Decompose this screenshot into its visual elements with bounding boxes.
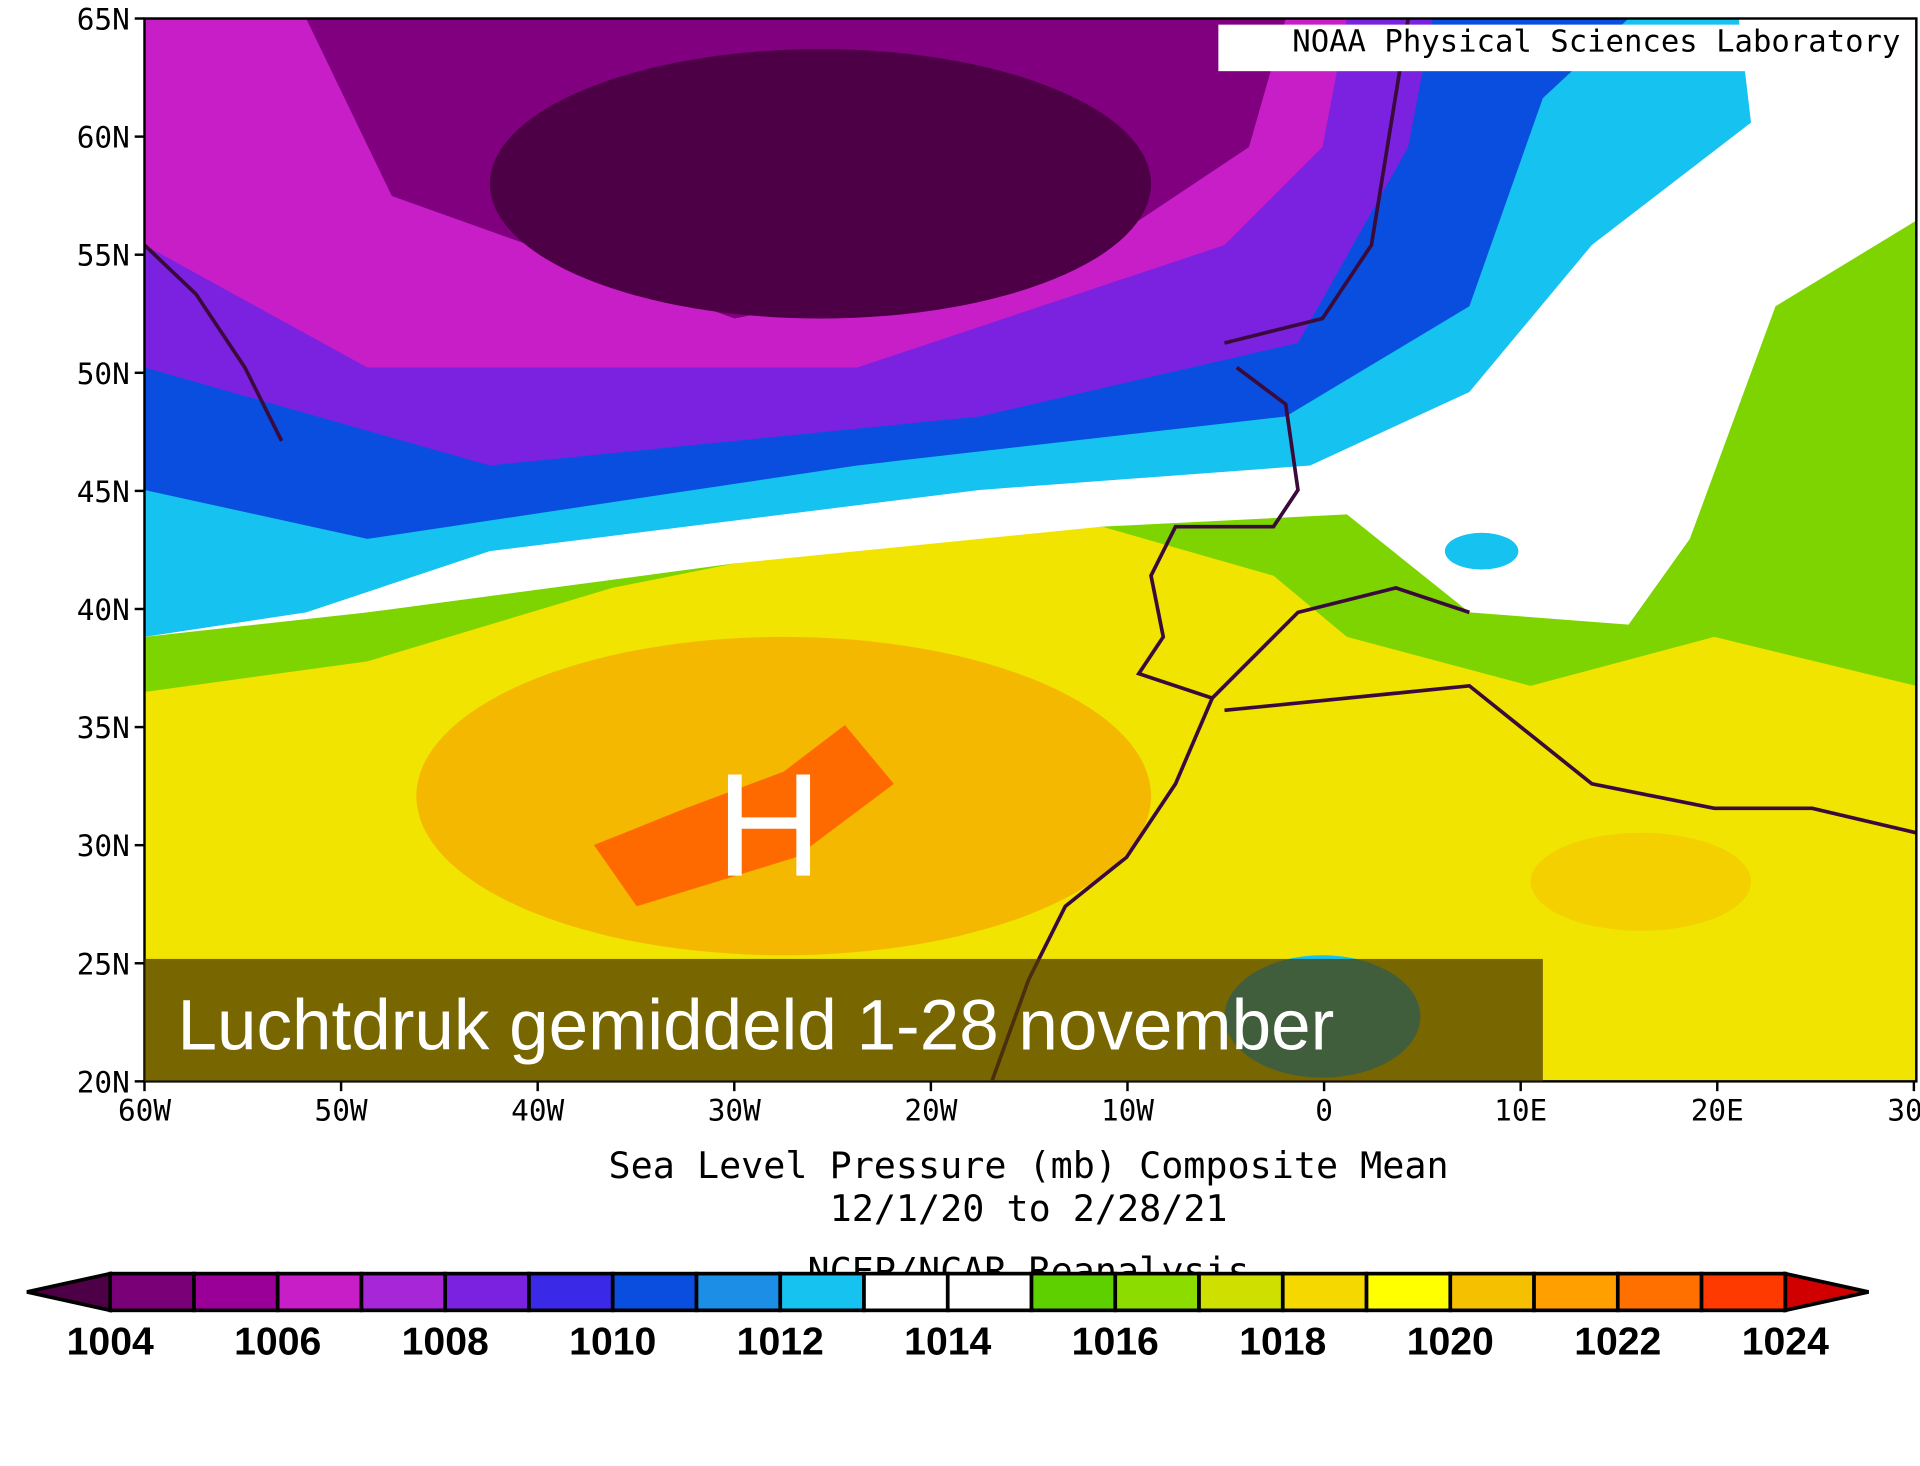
colorbar-swatch (192, 1271, 280, 1313)
colorbar-label: 1022 (1574, 1320, 1661, 1363)
colorbar-label: 1008 (402, 1320, 489, 1363)
colorbar-swatch (527, 1271, 615, 1313)
colorbar-swatch (1197, 1271, 1285, 1313)
colorbar-swatch (1029, 1271, 1118, 1313)
lat-label: 30N (77, 829, 130, 863)
overlay-band (144, 958, 1543, 1082)
lat-label: 55N (77, 239, 130, 273)
colorbar-swatch (1699, 1271, 1788, 1313)
caption-line: Sea Level Pressure (mb) Composite Mean (609, 1144, 1449, 1187)
colorbar-swatch (1448, 1271, 1536, 1313)
colorbar-swatch (610, 1271, 699, 1313)
lat-label: 25N (77, 947, 130, 981)
colorbar-end (1783, 1271, 1869, 1313)
colorbar-swatch (945, 1271, 1034, 1313)
colorbar-swatch (443, 1271, 531, 1313)
colorbar-label: 1024 (1742, 1320, 1829, 1363)
colorbar-label: 1012 (737, 1320, 824, 1363)
colorbar-swatch (1113, 1271, 1201, 1313)
overlay-title: Luchtdruk gemiddeld 1-28 november (178, 987, 1335, 1066)
colorbar-label: 1004 (67, 1320, 154, 1363)
colorbar-swatch (1615, 1271, 1704, 1313)
lon-label: 40W (511, 1094, 564, 1128)
lat-label: 60N (77, 121, 130, 155)
colorbar-label: 1016 (1072, 1320, 1159, 1363)
lon-label: 20E (1691, 1094, 1744, 1128)
caption-line: 12/1/20 to 2/28/21 (830, 1187, 1228, 1230)
lon-label: 20W (904, 1094, 957, 1128)
lat-label: 50N (77, 357, 130, 391)
colorbar: 1004 1006 1008 1010 1012 1014 1016 1018 1020 1022… (26, 1271, 1869, 1363)
colorbar-end (26, 1271, 113, 1313)
pressure-field (144, 18, 1917, 1082)
lon-label: 10E (1494, 1094, 1547, 1128)
colorbar-label: 1006 (234, 1320, 321, 1363)
lon-label: 30W (708, 1094, 761, 1128)
colorbar-swatch (1532, 1271, 1620, 1313)
credit: NOAA Physical Sciences Laboratory (1292, 25, 1900, 60)
colorbar-label: 1020 (1407, 1320, 1494, 1363)
lat-label: 65N (77, 3, 130, 37)
lon-label: 50W (315, 1094, 368, 1128)
colorbar-swatch (862, 1271, 950, 1313)
lon-label: 60W (118, 1094, 171, 1128)
colorbar-label: 1018 (1239, 1320, 1326, 1363)
colorbar-label: 1014 (904, 1320, 991, 1363)
colorbar-swatch (778, 1271, 866, 1313)
colorbar-swatch (694, 1271, 783, 1313)
lon-label: 10W (1101, 1094, 1154, 1128)
colorbar-swatch (108, 1271, 196, 1313)
lat-label: 35N (77, 711, 130, 745)
lat-label: 20N (77, 1065, 130, 1099)
colorbar-swatch (359, 1271, 448, 1313)
lat-label: 45N (77, 475, 130, 509)
lon-label: 0 (1315, 1094, 1333, 1128)
lon-label: 30E (1887, 1094, 1920, 1128)
credit-box (1218, 24, 1911, 72)
high-marker: H (716, 744, 822, 908)
colorbar-label: 1010 (569, 1320, 656, 1363)
colorbar-swatch (275, 1271, 364, 1313)
colorbar-swatch (1280, 1271, 1369, 1313)
colorbar-swatch (1364, 1271, 1453, 1313)
lat-label: 40N (77, 593, 130, 627)
